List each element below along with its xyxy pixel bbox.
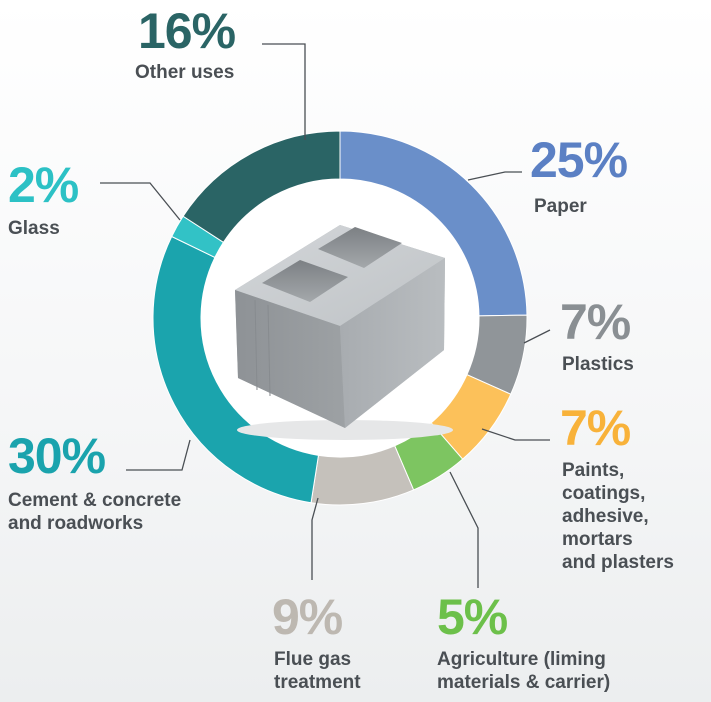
percent-paints: 7% — [560, 400, 631, 456]
percent-flue: 9% — [272, 589, 343, 645]
leader-line-plastics — [523, 329, 551, 344]
percent-other: 16% — [138, 3, 236, 59]
percent-agriculture: 5% — [437, 589, 508, 645]
percent-cement: 30% — [8, 428, 106, 484]
leader-line-cement — [126, 439, 191, 471]
label-cement: Cement & concrete and roadworks — [8, 490, 182, 534]
percent-paper: 25% — [530, 132, 628, 188]
leader-lines — [100, 43, 551, 588]
label-paper: Paper — [534, 196, 587, 217]
concrete-block-image — [235, 225, 453, 440]
label-flue: Flue gas treatment — [274, 649, 361, 693]
percent-glass: 2% — [8, 157, 79, 213]
leader-line-agriculture — [449, 471, 479, 588]
percent-plastics: 7% — [560, 294, 631, 350]
label-agriculture: Agriculture (liming materials & carrier) — [437, 649, 611, 693]
label-glass: Glass — [8, 218, 60, 239]
leader-line-paints — [481, 428, 550, 441]
label-paints: Paints, coatings, adhesive, mortars and … — [562, 460, 674, 573]
leader-line-other — [262, 43, 306, 140]
label-other: Other uses — [135, 62, 235, 83]
label-plastics: Plastics — [562, 354, 634, 375]
leader-line-flue — [311, 497, 319, 580]
leader-line-glass — [100, 182, 181, 221]
leader-line-paper — [467, 171, 522, 181]
